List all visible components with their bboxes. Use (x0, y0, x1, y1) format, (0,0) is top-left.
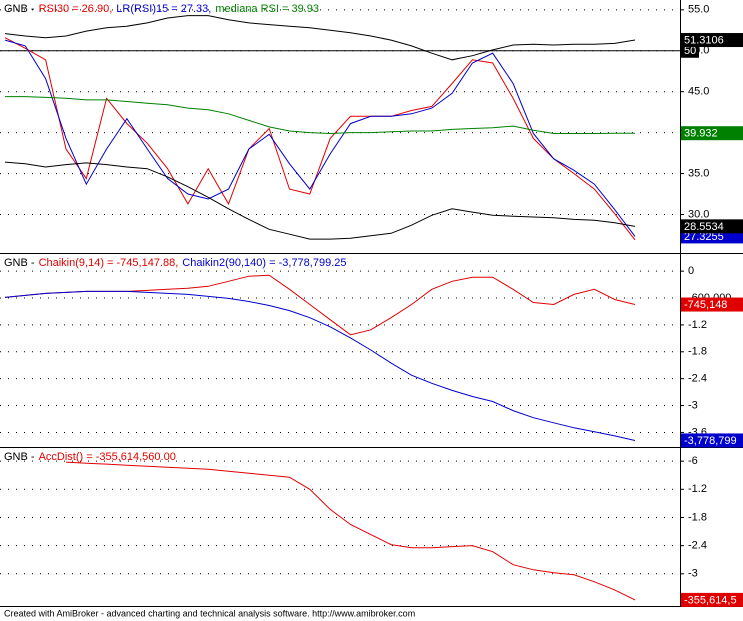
y-tick-label: 55.0 (688, 4, 709, 16)
legend-entry: Chaikin2(90,140) = -3,778,799.25 (182, 257, 346, 269)
series-line (65, 461, 636, 601)
value-label: -3,778,799 (684, 435, 737, 447)
y-tick-label: -2.4 (688, 373, 707, 385)
y-tick-label: 45.0 (688, 86, 709, 98)
title-ticker: GNB - (4, 3, 35, 15)
y-tick-label: -6 (688, 455, 698, 467)
y-tick-label: -3 (688, 399, 698, 411)
legend-entry: Chaikin(9,14) = -745,147.88, (39, 257, 179, 269)
value-label: 51.3106 (684, 34, 724, 46)
series-line (4, 290, 636, 441)
y-tick-label: -1.8 (688, 511, 707, 523)
y-tick-label: 0 (688, 265, 694, 277)
value-label: 27.3255 (684, 231, 724, 243)
y-tick-label: -1.8 (688, 346, 707, 358)
y-tick-label: -3 (688, 568, 698, 580)
legend-entry: mediana RSI = 39.93 (215, 3, 319, 15)
y-tick-label: -1.2 (688, 319, 707, 331)
value-label-box (681, 592, 743, 607)
series-line (4, 15, 636, 61)
value-label: 39.932 (684, 128, 718, 140)
footer: Created with AmiBroker - advanced charti… (4, 608, 415, 618)
value-label-box (681, 126, 743, 141)
value-label: -745,148 (684, 299, 727, 311)
series-line (4, 39, 636, 237)
value-label-box (681, 43, 699, 58)
pane-title: GNB - RSI30 = 26.90, LR(RSI)15 = 27.33, med… (4, 3, 319, 15)
y-tick-label: 35.0 (688, 167, 709, 179)
series-line (4, 37, 636, 241)
value-label-box (681, 219, 743, 234)
y-tick-label: 30.0 (688, 208, 709, 220)
pane-title: GNB - AccDist() = -355,614,560.00 (4, 451, 176, 463)
y-tick-label: -2.4 (688, 540, 707, 552)
pane-title: GNB - Chaikin(9,14) = -745,147.88, Chaikin… (4, 257, 347, 269)
series-line (5, 96, 635, 135)
series-line (4, 161, 636, 240)
value-label-box (681, 297, 743, 312)
title-ticker: GNB - (4, 451, 35, 463)
legend-entry: RSI30 = 26.90, (39, 3, 113, 15)
value-label: -355,614,5 (684, 594, 737, 606)
legend-entry: AccDist() = -355,614,560.00 (39, 451, 176, 463)
value-label: 28.5534 (684, 221, 724, 233)
value-label-box (681, 33, 743, 48)
value-label: 50 (684, 45, 696, 57)
legend-entry: LR(RSI)15 = 27.33, (116, 3, 211, 15)
title-ticker: GNB - (4, 257, 35, 269)
value-label-box (681, 433, 743, 448)
y-tick-label: -1.2 (688, 483, 707, 495)
